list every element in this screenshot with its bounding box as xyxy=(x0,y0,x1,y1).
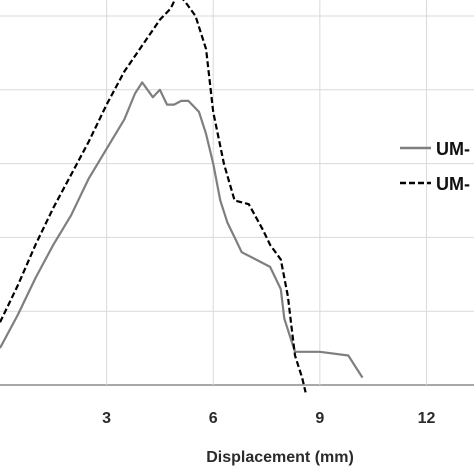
x-tick-label: 3 xyxy=(102,410,111,427)
x-tick-label: 12 xyxy=(418,410,436,427)
series-line-2 xyxy=(0,0,307,393)
legend-label-2: UM- xyxy=(436,174,470,194)
x-axis-title: Displacement (mm) xyxy=(206,449,354,466)
plot-grid xyxy=(0,0,474,386)
legend: UM- UM- xyxy=(400,139,470,194)
x-tick-label: 6 xyxy=(209,410,218,427)
series-lines xyxy=(0,0,364,393)
x-tick-label: 9 xyxy=(315,410,324,427)
legend-label-1: UM- xyxy=(436,139,470,159)
x-axis-ticks: 3 6 9 12 xyxy=(102,410,435,427)
series-line-1 xyxy=(0,81,364,379)
